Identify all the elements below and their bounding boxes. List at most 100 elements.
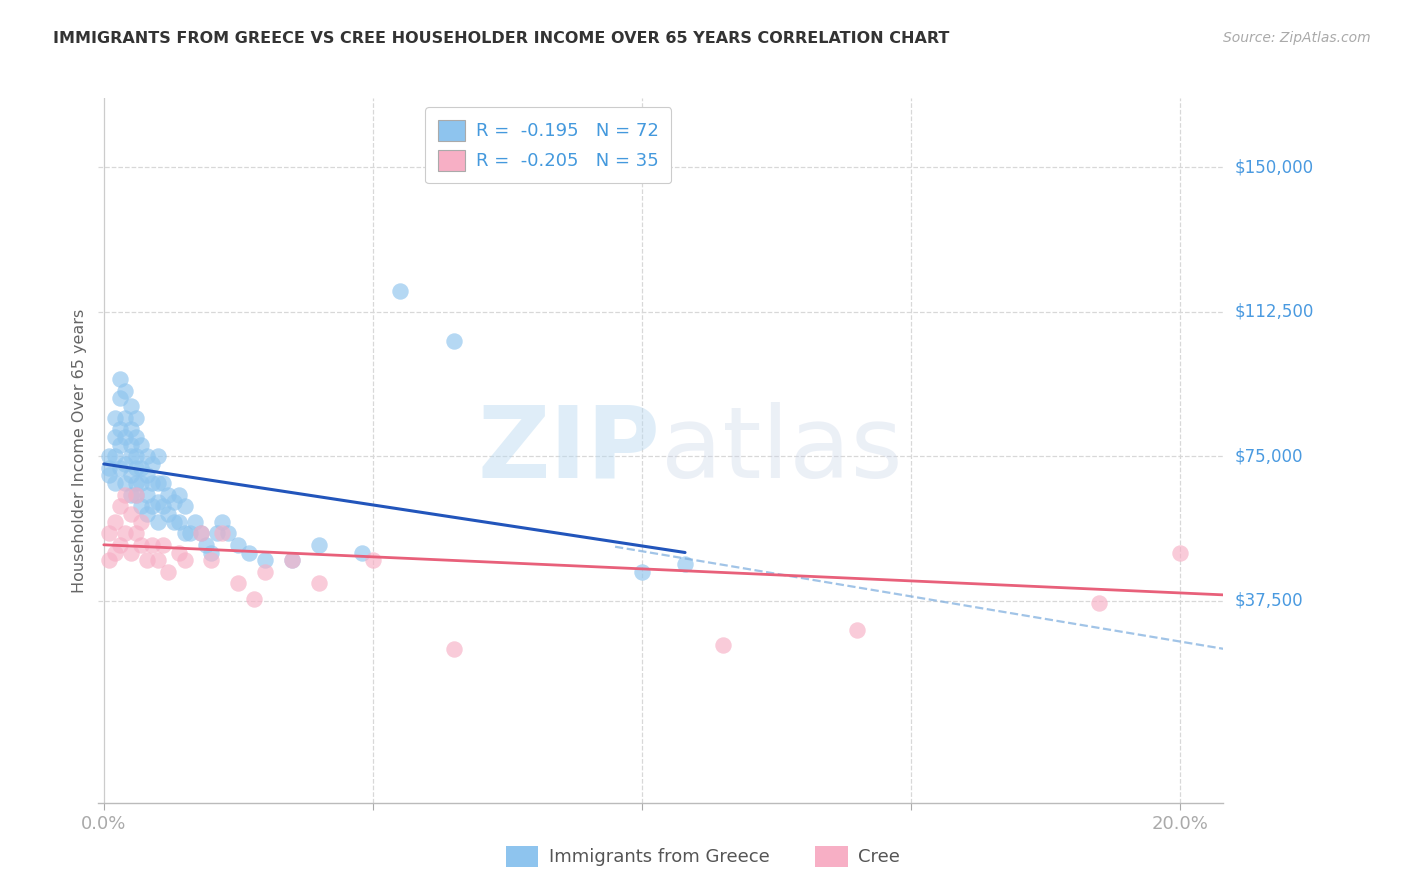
- Point: [108, 538, 131, 552]
- Point: [120, 449, 142, 463]
- Text: IMMIGRANTS FROM GREECE VS CREE HOUSEHOLDER INCOME OVER 65 YEARS CORRELATION CHAR: IMMIGRANTS FROM GREECE VS CREE HOUSEHOLD…: [53, 31, 950, 46]
- Point: [352, 545, 374, 559]
- Point: [167, 488, 190, 502]
- Point: [167, 515, 190, 529]
- Point: [98, 553, 121, 567]
- Point: [135, 449, 157, 463]
- Point: [1088, 596, 1111, 610]
- Point: [443, 641, 465, 656]
- Point: [146, 515, 169, 529]
- Point: [631, 565, 654, 579]
- Point: [125, 410, 148, 425]
- Point: [120, 545, 142, 559]
- Point: [173, 553, 195, 567]
- Point: [135, 488, 157, 502]
- Point: [120, 422, 142, 436]
- Point: [108, 372, 131, 386]
- Point: [103, 476, 125, 491]
- Point: [228, 538, 250, 552]
- Point: [98, 460, 121, 475]
- Point: [190, 526, 212, 541]
- Point: [200, 545, 222, 559]
- Point: [361, 553, 384, 567]
- Point: [103, 545, 125, 559]
- Point: [243, 591, 266, 606]
- Legend: Immigrants from Greece, Cree: Immigrants from Greece, Cree: [499, 838, 907, 874]
- Y-axis label: Householder Income Over 65 years: Householder Income Over 65 years: [72, 309, 87, 592]
- Point: [1168, 545, 1191, 559]
- Point: [184, 515, 207, 529]
- Point: [103, 410, 125, 425]
- Point: [157, 507, 180, 521]
- Point: [167, 545, 190, 559]
- Point: [281, 553, 304, 567]
- Point: [211, 515, 233, 529]
- Point: [98, 449, 121, 463]
- Text: $150,000: $150,000: [1234, 159, 1313, 177]
- Point: [125, 488, 148, 502]
- Point: [125, 430, 148, 444]
- Point: [125, 488, 148, 502]
- Point: [146, 449, 169, 463]
- Text: Source: ZipAtlas.com: Source: ZipAtlas.com: [1223, 31, 1371, 45]
- Point: [443, 334, 465, 348]
- Point: [152, 500, 174, 514]
- Text: atlas: atlas: [661, 402, 903, 499]
- Point: [141, 476, 163, 491]
- Point: [141, 457, 163, 471]
- Point: [114, 410, 136, 425]
- Point: [173, 500, 195, 514]
- Point: [114, 488, 136, 502]
- Text: $37,500: $37,500: [1234, 591, 1303, 609]
- Point: [103, 430, 125, 444]
- Point: [388, 284, 411, 298]
- Point: [195, 538, 218, 552]
- Point: [173, 526, 195, 541]
- Point: [190, 526, 212, 541]
- Point: [108, 438, 131, 452]
- Point: [281, 553, 304, 567]
- Point: [179, 526, 201, 541]
- Point: [308, 538, 330, 552]
- Point: [131, 515, 153, 529]
- Point: [157, 488, 180, 502]
- Point: [114, 430, 136, 444]
- Point: [135, 553, 157, 567]
- Point: [120, 488, 142, 502]
- Point: [254, 565, 277, 579]
- Text: $75,000: $75,000: [1234, 447, 1303, 466]
- Point: [131, 460, 153, 475]
- Point: [114, 476, 136, 491]
- Point: [135, 468, 157, 483]
- Point: [163, 515, 186, 529]
- Text: $112,500: $112,500: [1234, 303, 1313, 321]
- Point: [711, 638, 734, 652]
- Point: [120, 399, 142, 413]
- Point: [131, 438, 153, 452]
- Point: [211, 526, 233, 541]
- Point: [673, 557, 696, 571]
- Point: [141, 500, 163, 514]
- Point: [308, 576, 330, 591]
- Point: [146, 553, 169, 567]
- Point: [238, 545, 260, 559]
- Point: [114, 384, 136, 398]
- Point: [200, 553, 222, 567]
- Legend: R =  -0.195   N = 72, R =  -0.205   N = 35: R = -0.195 N = 72, R = -0.205 N = 35: [425, 107, 672, 183]
- Point: [141, 538, 163, 552]
- Point: [205, 526, 228, 541]
- Point: [120, 468, 142, 483]
- Point: [125, 460, 148, 475]
- Point: [108, 460, 131, 475]
- Point: [98, 526, 121, 541]
- Point: [125, 526, 148, 541]
- Text: ZIP: ZIP: [478, 402, 661, 499]
- Point: [108, 500, 131, 514]
- Point: [146, 495, 169, 509]
- Point: [120, 507, 142, 521]
- Point: [125, 449, 148, 463]
- Point: [108, 422, 131, 436]
- Point: [131, 476, 153, 491]
- Point: [135, 507, 157, 521]
- Point: [228, 576, 250, 591]
